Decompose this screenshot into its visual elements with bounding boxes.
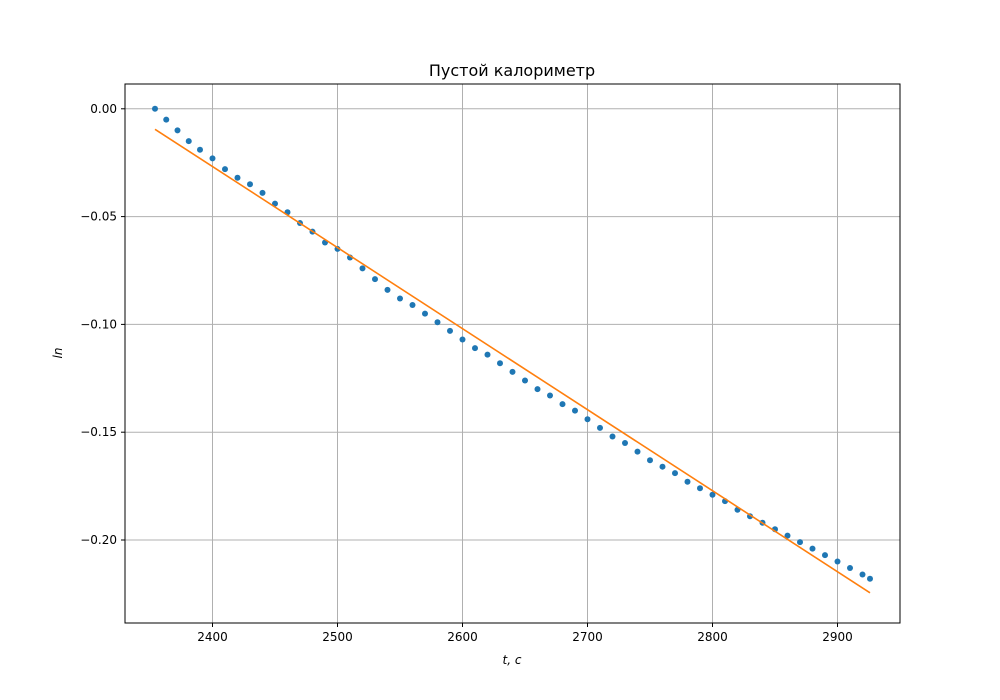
y-tick-label: 0.00 <box>90 102 117 116</box>
data-point <box>847 565 853 572</box>
data-point <box>672 470 678 477</box>
fit-line <box>154 128 871 594</box>
data-point <box>534 386 541 393</box>
data-layer <box>152 105 873 594</box>
y-tick-label: −0.15 <box>80 425 117 439</box>
data-point <box>609 433 616 440</box>
x-tick-label: 2600 <box>447 630 478 644</box>
x-tick-label: 2400 <box>197 630 228 644</box>
data-point <box>472 345 478 352</box>
data-point <box>584 416 591 423</box>
data-point <box>484 351 491 358</box>
data-point <box>867 575 873 582</box>
tick-layer: 2400 2500 2600 2700 2800 2900 0.00 −0.05 −0.10 −0… <box>80 102 853 644</box>
data-point <box>222 166 228 173</box>
data-point <box>397 295 403 302</box>
data-point <box>809 545 816 552</box>
data-point <box>409 301 416 308</box>
data-point <box>634 448 641 455</box>
data-point <box>622 439 628 446</box>
data-point <box>659 463 666 470</box>
data-point <box>359 265 366 272</box>
data-point <box>459 336 466 343</box>
data-point <box>234 174 241 181</box>
data-point <box>247 181 253 188</box>
data-point <box>163 116 170 123</box>
data-point <box>797 539 803 546</box>
data-point <box>684 478 691 485</box>
data-point <box>647 457 653 464</box>
x-axis-label: t, c <box>503 653 522 667</box>
data-point <box>197 146 203 153</box>
chart-title: Пустой калориметр <box>429 61 595 80</box>
axes-frame <box>124 83 901 624</box>
data-point <box>709 491 716 498</box>
data-point <box>834 558 841 565</box>
data-point <box>434 319 441 326</box>
data-point <box>547 392 553 399</box>
y-axis-label: ln <box>51 348 65 359</box>
data-point <box>209 155 216 162</box>
grid-layer <box>125 84 900 623</box>
data-point <box>597 424 603 431</box>
x-tick-label: 2500 <box>322 630 353 644</box>
data-point <box>822 552 828 559</box>
data-point <box>572 407 578 414</box>
data-point <box>497 360 503 367</box>
y-tick-label: −0.05 <box>80 210 117 224</box>
data-point <box>174 127 181 134</box>
data-point <box>447 327 453 334</box>
data-point <box>509 368 516 375</box>
data-point <box>697 485 703 492</box>
x-tick-label: 2900 <box>822 630 853 644</box>
data-point <box>422 310 428 317</box>
x-tick-label: 2800 <box>697 630 728 644</box>
data-point <box>372 276 378 283</box>
data-point <box>522 377 528 384</box>
data-point <box>559 401 566 408</box>
data-point <box>185 138 192 145</box>
data-point <box>859 571 866 578</box>
x-tick-label: 2700 <box>572 630 603 644</box>
y-tick-label: −0.20 <box>80 533 117 547</box>
data-point <box>152 105 158 112</box>
data-point <box>259 189 266 196</box>
data-point <box>384 286 391 293</box>
y-tick-label: −0.10 <box>80 317 117 331</box>
data-point <box>784 532 791 539</box>
